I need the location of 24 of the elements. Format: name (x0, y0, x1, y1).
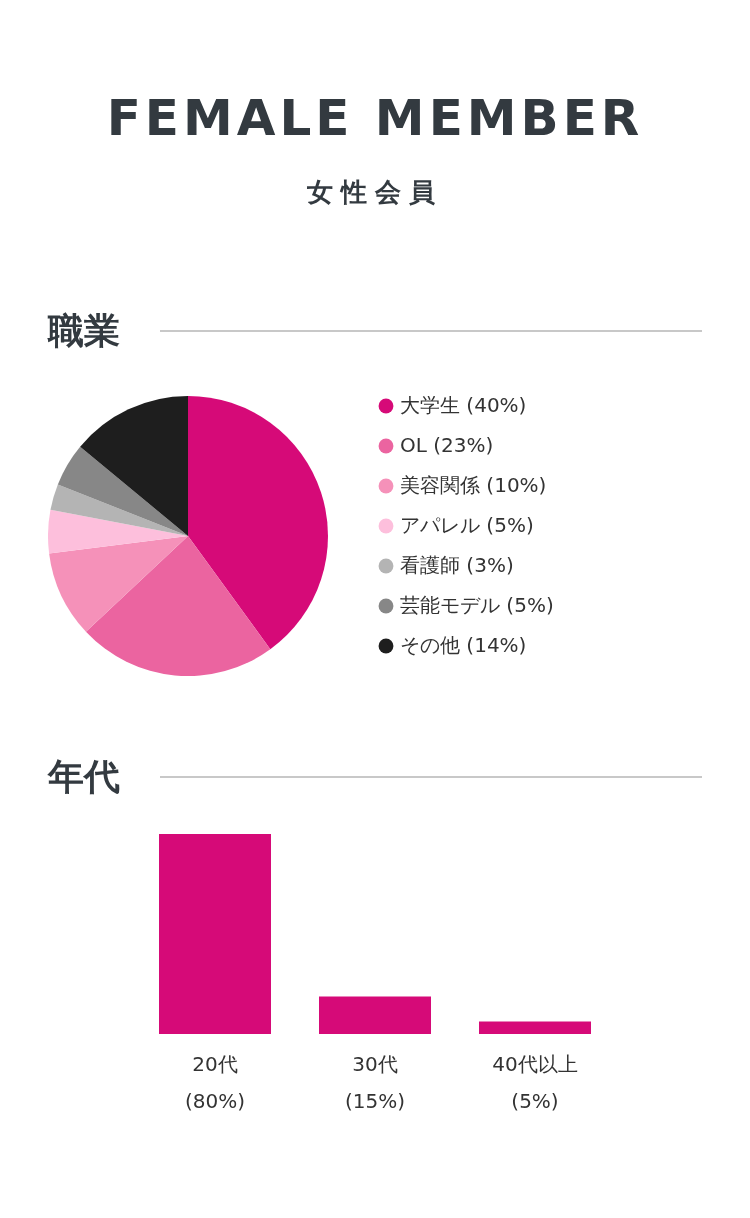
chart-title: 年代 (48, 755, 120, 799)
legend-label: 看護師 (3%) (400, 553, 514, 577)
legend-label: OL (23%) (400, 433, 494, 457)
data-label: (15%) (344, 1088, 406, 1113)
chart-title: 職業 (48, 309, 120, 353)
legend-label: 大学生 (40%) (400, 393, 527, 417)
pie-slice (188, 396, 328, 650)
x-tick-label: 30代 (352, 1051, 398, 1076)
pie-slice (57, 446, 188, 536)
data-label: (80%) (184, 1088, 246, 1113)
pie-slice (48, 509, 188, 554)
legend-label: アパレル (5%) (400, 513, 534, 537)
pie-slice (85, 536, 271, 676)
text: 女性会員 (306, 176, 444, 209)
pie-slice (80, 396, 188, 536)
pie-slice (50, 484, 188, 536)
legend-label: 芸能モデル (5%) (400, 593, 554, 617)
data-label: (5%) (511, 1088, 559, 1113)
text: FEMALE MEMBER (105, 88, 645, 148)
x-tick-label: 20代 (192, 1051, 238, 1076)
legend-label: その他 (14%) (400, 633, 527, 657)
pie-slice (49, 536, 188, 632)
x-tick-label: 40代以上 (492, 1051, 578, 1076)
legend-label: 美容関係 (10%) (400, 473, 547, 497)
